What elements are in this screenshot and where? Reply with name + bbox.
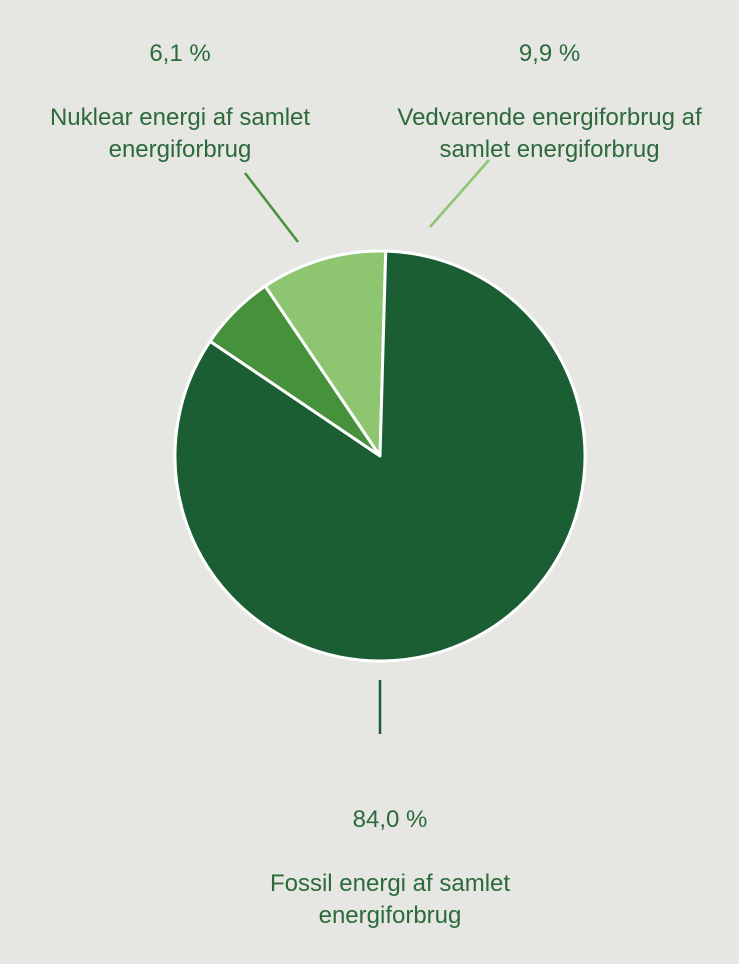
nuclear-leader-line [244, 172, 299, 243]
pie-chart [173, 159, 587, 734]
renewable-leader-line [429, 159, 490, 228]
fossil-name: Fossil energi af samlet energiforbrug [269, 870, 511, 929]
renewable-label: 9,9 % Vedvarende energiforbrug af samlet… [362, 6, 737, 198]
renewable-name: Vedvarende energiforbrug af samlet energ… [397, 104, 702, 163]
chart-stage: 6,1 % Nuklear energi af samlet energifor… [10, 6, 737, 929]
slice-renewable [263, 249, 388, 458]
fossil-percent: 84,0 % [352, 806, 428, 833]
nuclear-label: 6,1 % Nuklear energi af samlet energifor… [10, 6, 350, 198]
leader-lines [244, 159, 490, 734]
nuclear-name: Nuklear energi af samlet energiforbrug [49, 104, 311, 163]
slice-fossil [173, 249, 587, 663]
fossil-label: 84,0 % Fossil energi af samlet energifor… [220, 772, 560, 964]
pie-slices [173, 249, 587, 663]
nuclear-percent: 6,1 % [149, 40, 211, 67]
renewable-percent: 9,9 % [518, 40, 581, 67]
